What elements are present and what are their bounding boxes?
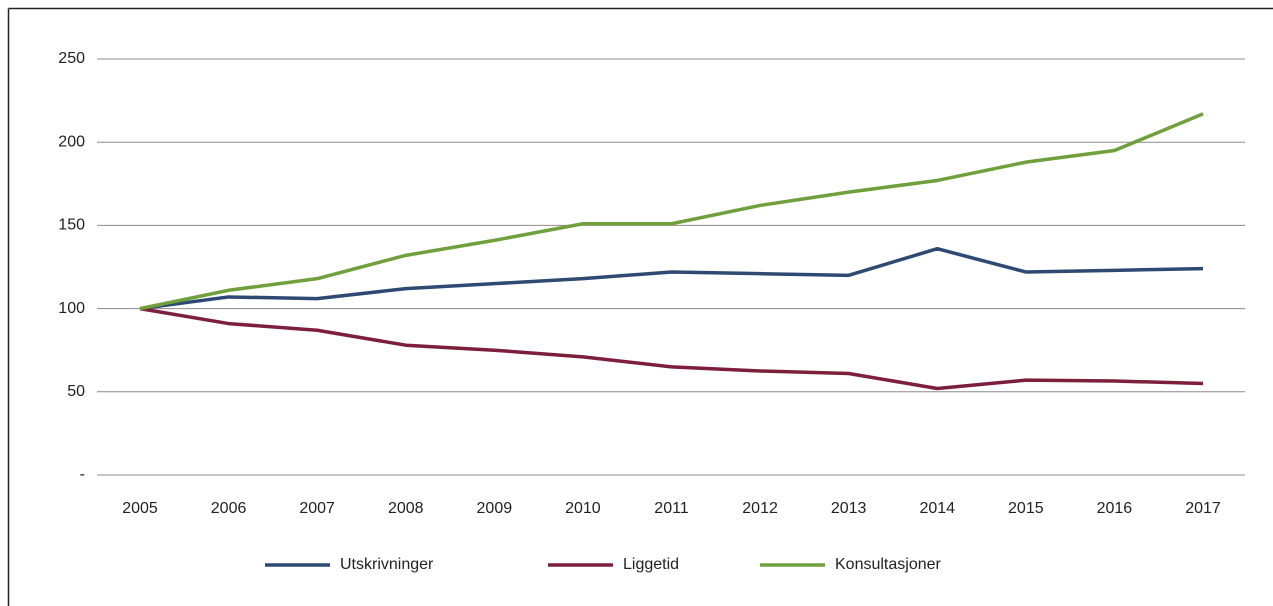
x-tick-label: 2009 <box>477 500 513 517</box>
y-tick-label: - <box>80 466 85 483</box>
x-tick-label: 2010 <box>565 500 601 517</box>
x-tick-label: 2014 <box>919 500 955 517</box>
y-tick-label: 100 <box>58 300 85 317</box>
x-tick-label: 2012 <box>742 500 778 517</box>
y-tick-label: 50 <box>67 383 85 400</box>
legend-label: Konsultasjoner <box>835 556 942 573</box>
x-tick-label: 2008 <box>388 500 424 517</box>
legend-label: Liggetid <box>623 556 679 573</box>
y-tick-label: 250 <box>58 50 85 67</box>
series-line <box>139 306 1204 391</box>
y-tick-label: 200 <box>58 133 85 150</box>
series-line <box>139 112 1204 311</box>
x-tick-label: 2005 <box>122 500 158 517</box>
x-tick-label: 2016 <box>1097 500 1133 517</box>
x-tick-label: 2011 <box>654 500 689 517</box>
x-tick-label: 2013 <box>831 500 867 517</box>
x-tick-label: 2017 <box>1185 500 1221 517</box>
legend-label: Utskrivninger <box>340 556 434 573</box>
y-tick-label: 150 <box>58 217 85 234</box>
x-tick-label: 2007 <box>299 500 335 517</box>
x-tick-label: 2006 <box>211 500 247 517</box>
x-tick-label: 2015 <box>1008 500 1044 517</box>
series-line <box>139 246 1204 311</box>
